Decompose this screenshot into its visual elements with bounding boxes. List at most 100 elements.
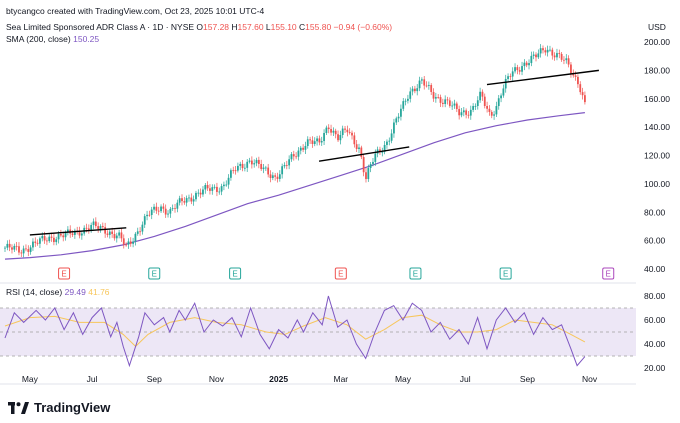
earnings-marker[interactable]: E (58, 267, 71, 280)
candle (288, 155, 291, 170)
candle-body (94, 221, 97, 227)
candle (504, 74, 507, 93)
candle (297, 147, 300, 161)
candle-body (497, 98, 500, 107)
price-axis-tick: 80.00 (644, 207, 666, 217)
candle (453, 99, 456, 109)
candle-body (162, 206, 165, 209)
candle-body (306, 139, 309, 146)
trend-line[interactable] (29, 227, 127, 236)
symbol-name[interactable]: Sea Limited Sponsored ADR Class A · 1D ·… (6, 22, 195, 32)
candle (407, 94, 409, 104)
candle (55, 236, 58, 246)
candle-body (535, 54, 537, 58)
candle-body (85, 227, 88, 229)
candle-body (418, 80, 421, 89)
trend-line[interactable] (486, 69, 599, 86)
candle-body (143, 216, 146, 225)
rsi-axis-tick: 20.00 (644, 363, 666, 373)
candle-body (423, 79, 426, 86)
candle-body (206, 185, 209, 189)
candle (542, 45, 544, 54)
sma-label: SMA (200, close) (6, 34, 71, 44)
candle (155, 202, 158, 214)
sma-line[interactable] (4, 112, 585, 260)
candle (206, 181, 209, 191)
candle (274, 173, 277, 181)
candle (139, 227, 141, 236)
rsi-ma-value: 41.76 (88, 287, 110, 297)
candle-body (55, 239, 58, 243)
candle (285, 160, 288, 170)
rsi-line[interactable] (4, 295, 586, 368)
candle (469, 105, 472, 120)
candle-body (64, 232, 67, 238)
candle-body (169, 208, 172, 214)
candle (432, 88, 435, 102)
earnings-marker[interactable]: E (409, 267, 422, 280)
candle (220, 183, 223, 196)
candle-body (106, 233, 109, 235)
candle (236, 162, 239, 173)
candle (467, 111, 470, 119)
candle (379, 146, 381, 155)
candle-body (500, 95, 502, 99)
earnings-marker[interactable]: E (334, 267, 347, 280)
earnings-marker[interactable]: E (602, 267, 615, 280)
candle (106, 230, 109, 238)
earnings-marker[interactable]: E (229, 267, 242, 280)
candle (518, 66, 521, 75)
candle (386, 139, 388, 149)
earnings-marker[interactable]: E (148, 267, 161, 280)
candle (153, 203, 155, 213)
candle-body (183, 201, 186, 203)
candle-body (99, 226, 102, 230)
earnings-marker-box (409, 267, 422, 280)
candle (108, 229, 111, 239)
candle-body (59, 234, 62, 236)
candle (560, 52, 563, 62)
candle-body (197, 192, 200, 194)
candle-body (297, 150, 300, 157)
earnings-marker[interactable]: E (499, 267, 512, 280)
earnings-marker-box (229, 267, 242, 280)
trend-line[interactable] (318, 146, 410, 162)
candle-body (311, 140, 314, 144)
candle (402, 97, 405, 112)
candle (323, 129, 325, 146)
candle-body (581, 92, 584, 96)
candle-body (388, 140, 391, 142)
candle (558, 49, 561, 59)
candle-body (358, 147, 360, 149)
candle-body (565, 58, 568, 61)
rsi-ma-line[interactable] (4, 314, 586, 348)
candle (271, 172, 274, 181)
rsi-legend[interactable]: RSI (14, close) 29.49 41.76 (6, 287, 110, 297)
candle-body (334, 130, 337, 135)
tradingview-logo[interactable]: TradingView (8, 399, 110, 415)
candle-body (584, 95, 586, 103)
candle (62, 231, 65, 242)
candle-body (283, 165, 286, 167)
candle (199, 188, 202, 199)
candle (120, 228, 123, 242)
price-axis-tick: 40.00 (644, 264, 666, 274)
ohlc-close: C155.80 (299, 22, 332, 32)
candle-body (346, 129, 349, 133)
candle-body (36, 242, 39, 244)
candle-body (514, 67, 516, 72)
symbol-line: Sea Limited Sponsored ADR Class A · 1D ·… (6, 22, 392, 32)
candle (430, 83, 433, 96)
ohlc-low: L155.10 (265, 22, 297, 32)
candle (243, 163, 246, 172)
candle-body (50, 236, 53, 238)
candle (8, 239, 11, 252)
ohlc-high: H157.60 (231, 22, 264, 32)
candle-body (563, 59, 565, 61)
candle (174, 204, 176, 213)
candle-body (469, 109, 472, 116)
candle-body (274, 175, 277, 177)
sma-legend[interactable]: SMA (200, close) 150.25 (6, 34, 99, 44)
candle (439, 94, 442, 107)
